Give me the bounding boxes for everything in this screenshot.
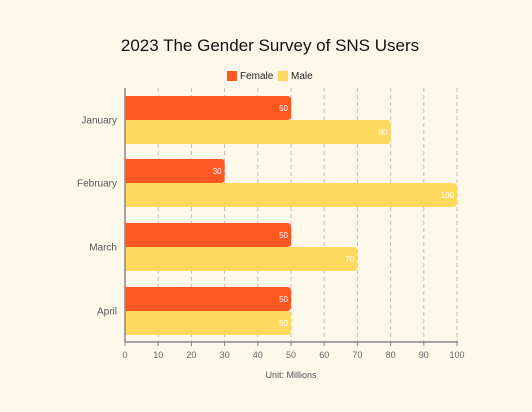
x-tick-label: 10	[153, 350, 163, 360]
x-tick-label: 70	[352, 350, 362, 360]
x-tick-label: 100	[449, 350, 464, 360]
bar-male-march	[125, 247, 358, 271]
category-label: March	[89, 243, 117, 254]
data-label: 100	[441, 191, 455, 200]
x-tick-label: 50	[286, 350, 296, 360]
x-tick-label: 60	[319, 350, 329, 360]
data-label: 50	[279, 104, 288, 113]
data-label: 80	[379, 128, 388, 137]
data-label: 30	[213, 167, 222, 176]
bar-female-march	[125, 223, 291, 247]
legend-label-female: Female	[240, 71, 274, 82]
bar-female-april	[125, 287, 291, 311]
x-tick-label: 0	[122, 350, 127, 360]
data-label: 50	[279, 295, 288, 304]
x-tick-label: 40	[253, 350, 263, 360]
x-tick-label: 80	[386, 350, 396, 360]
x-tick-label: 20	[186, 350, 196, 360]
axes: 0 10 20 30 40 50 60 70 80 90 100 January February Mar…	[77, 88, 465, 360]
bars: 50 80 30 100 50 70 50 50	[125, 96, 457, 335]
bar-male-april	[125, 311, 291, 335]
data-label: 70	[345, 255, 354, 264]
bar-female-january	[125, 96, 291, 120]
category-label: February	[77, 179, 117, 190]
x-tick-label: 90	[419, 350, 429, 360]
category-label: April	[97, 307, 117, 318]
legend-label-male: Male	[291, 71, 313, 82]
bar-male-january	[125, 120, 391, 144]
data-label: 50	[279, 319, 288, 328]
category-label: January	[81, 116, 117, 127]
x-axis-label: Unit: Millions	[265, 370, 317, 380]
chart-title: 2023 The Gender Survey of SNS Users	[121, 36, 419, 55]
data-label: 50	[279, 231, 288, 240]
bar-female-february	[125, 159, 225, 183]
legend-swatch-female	[227, 71, 237, 81]
bar-male-february	[125, 183, 457, 207]
legend-swatch-male	[278, 71, 288, 81]
x-tick-label: 30	[220, 350, 230, 360]
legend: Female Male	[227, 71, 313, 82]
